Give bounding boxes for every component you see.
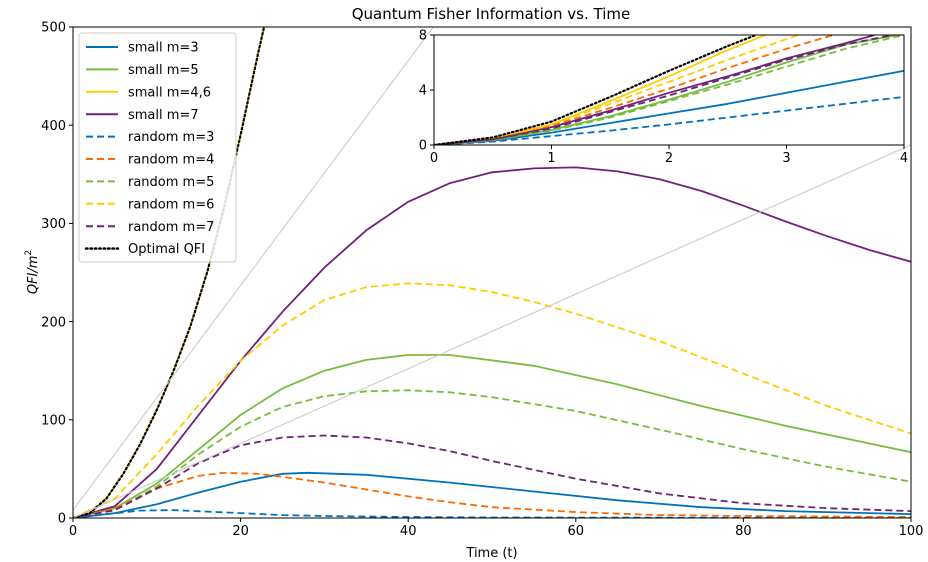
legend-label-small-m-4-6: small m=4,6 [128,85,211,100]
main-x-tick-label: 20 [232,524,249,539]
legend-label-optimal-qfi: Optimal QFI [128,242,205,257]
main-line-random-m-3 [73,509,911,518]
main-x-tick-label: 60 [568,524,585,539]
main-line-optimal-qfi [73,27,266,518]
inset-plot-area: 0 1 2 3 4 0 4 8 [419,29,908,166]
main-y-tick-label: 0 [58,512,66,527]
inset-x-tick-label: 2 [665,151,673,166]
legend-label-small-m-5: small m=5 [128,63,199,78]
main-y-tick-label: 100 [41,413,66,428]
main-y-tick-label: 400 [41,119,66,134]
inset-line-random-m-5 [434,35,904,145]
inset-x-ticks: 0 1 2 3 4 [430,145,908,166]
inset-line-random-m-3 [434,96,904,145]
main-line-small-m-5 [73,354,911,518]
y-label-sup: 2 [24,250,34,256]
legend-label-random-m-3: random m=3 [128,130,214,145]
inset-y-tick-label: 0 [419,139,427,154]
legend-label-random-m-4: random m=4 [128,153,214,168]
legend-label-random-m-7: random m=7 [128,220,214,235]
inset-y-tick-label: 8 [419,29,427,44]
main-x-tick-label: 40 [400,524,417,539]
inset-line-optimal-qfi [434,35,758,145]
inset-line-random-m-6 [434,35,799,145]
x-axis-label: Time (t) [465,546,517,561]
legend: small m=3 small m=5 small m=4,6 small m=7 ra… [78,32,237,263]
main-x-tick-label: 100 [899,524,924,539]
main-line-small-m-3 [73,471,911,518]
inset-line-small-m-3 [434,69,904,145]
main-x-tick-label: 0 [69,524,77,539]
inset-x-tick-label: 1 [547,151,555,166]
inset-y-tick-label: 4 [419,84,427,99]
inset-y-ticks: 0 4 8 [419,29,434,154]
legend-label-small-m-7: small m=7 [128,108,199,123]
legend-label-small-m-3: small m=3 [128,41,199,56]
legend-label-random-m-6: random m=6 [128,197,214,212]
y-axis-label: QFI/m2 [24,250,41,294]
main-line-small-m-7 [73,166,911,518]
main-y-tick-label: 300 [41,217,66,232]
main-y-tick-label: 200 [41,315,66,330]
inset-x-tick-label: 4 [900,151,908,166]
main-y-tick-label: 500 [41,21,66,36]
legend-label-random-m-5: random m=5 [128,175,214,190]
main-reference-line-2 [73,144,911,518]
main-line-random-m-4 [73,471,911,518]
main-axes-frame [72,26,912,519]
inset-line-random-m-7 [434,35,893,145]
inset-x-tick-label: 0 [430,151,438,166]
main-line-random-m-7 [73,434,911,518]
main-reference-line-1 [73,27,434,511]
y-label-base: QFI/ [26,267,41,295]
main-line-random-m-6 [73,282,911,518]
main-x-ticks: 0 20 40 60 80 100 [69,518,924,539]
chart-title: Quantum Fisher Information vs. Time [352,5,631,23]
legend-box [78,32,237,263]
main-x-tick-label: 80 [735,524,752,539]
main-y-ticks: 0 100 200 300 400 500 [41,21,73,527]
main-line-random-m-5 [73,389,911,518]
inset-x-tick-label: 3 [782,151,790,166]
y-label-var: m [26,256,41,269]
